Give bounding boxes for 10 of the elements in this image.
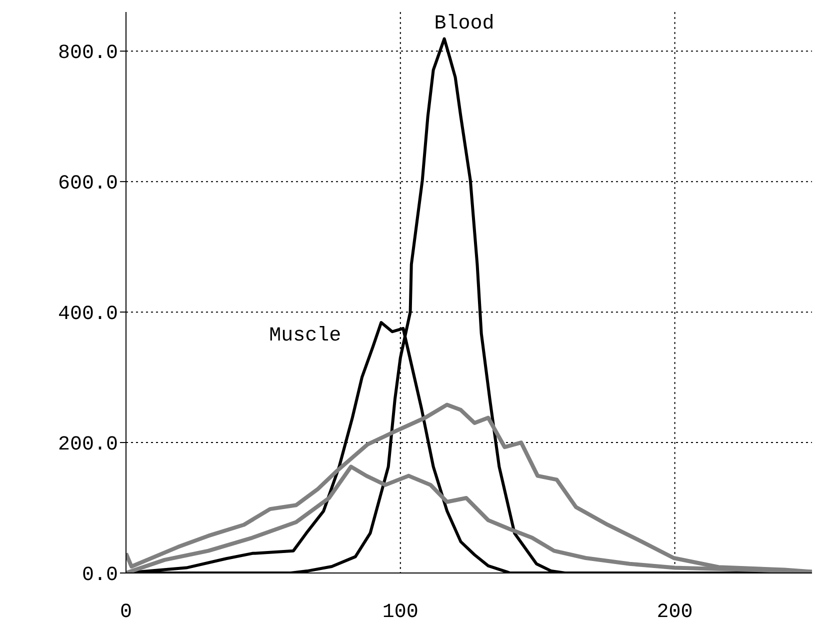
y-tick-label: 600.0 (58, 172, 118, 196)
x-tick-label: 200 (656, 601, 693, 624)
y-tick-label: 800.0 (58, 42, 118, 66)
y-tick-label: 400.0 (58, 303, 118, 326)
x-tick-label: 0 (120, 601, 132, 624)
series-label: Muscle (269, 324, 342, 348)
y-tick-label: 0.0 (82, 564, 118, 588)
y-tick-label: 200.0 (58, 434, 118, 457)
x-tick-label: 100 (382, 601, 418, 624)
series-label: Blood (434, 12, 494, 36)
